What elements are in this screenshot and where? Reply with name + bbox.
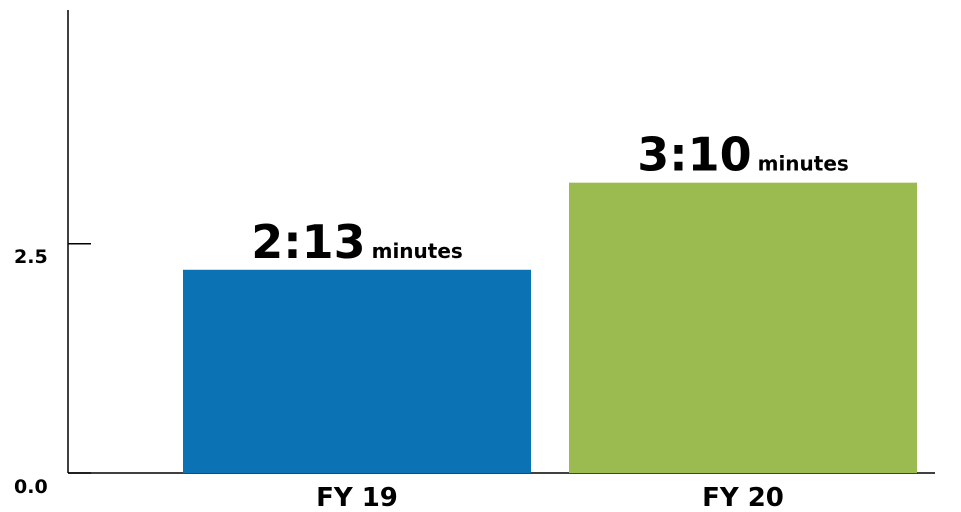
x-category-label: FY 20	[702, 483, 784, 508]
x-category-label: FY 19	[316, 483, 398, 508]
bar-value-number: 3:10	[637, 128, 751, 182]
bar-value-number: 2:13	[251, 215, 365, 269]
y-axis-ticks: 0.0 2.5	[14, 243, 91, 498]
value-labels: 2:13 minutes 3:10 minutes	[251, 128, 849, 269]
y-tick-label: 0.0	[14, 476, 48, 498]
bar-value-unit: minutes	[372, 239, 463, 263]
y-tick-label: 2.5	[14, 246, 48, 268]
category-labels: FY 19 FY 20	[316, 483, 784, 512]
bar-value-unit: minutes	[758, 152, 849, 176]
bar-fy-20	[569, 182, 917, 473]
bar-value-label: 3:10 minutes	[637, 128, 849, 182]
bars	[183, 182, 917, 473]
bar-fy-19	[183, 269, 531, 473]
bar-value-label: 2:13 minutes	[251, 215, 463, 269]
